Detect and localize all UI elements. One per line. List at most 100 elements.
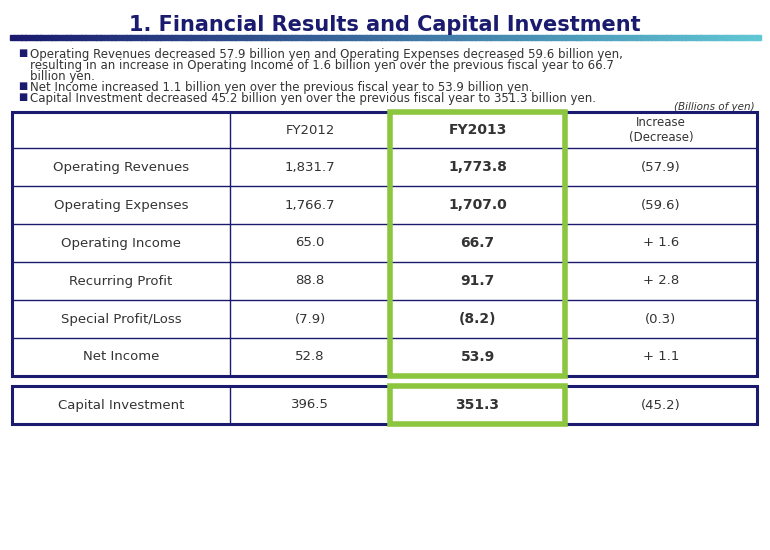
- Text: (59.6): (59.6): [641, 199, 681, 212]
- Bar: [636, 35, 641, 40]
- Bar: [397, 35, 400, 40]
- Bar: [265, 35, 270, 40]
- Text: 1,773.8: 1,773.8: [448, 160, 507, 174]
- Bar: [28, 35, 33, 40]
- Text: Operating Revenues decreased 57.9 billion yen and Operating Expenses decreased 5: Operating Revenues decreased 57.9 billio…: [30, 48, 623, 61]
- Bar: [287, 35, 292, 40]
- Text: Capital Investment: Capital Investment: [58, 399, 184, 411]
- Text: Recurring Profit: Recurring Profit: [69, 274, 172, 288]
- Bar: [490, 35, 494, 40]
- Bar: [655, 35, 659, 40]
- Bar: [115, 35, 119, 40]
- Bar: [89, 35, 93, 40]
- Bar: [434, 35, 438, 40]
- Text: 88.8: 88.8: [296, 274, 325, 288]
- Bar: [92, 35, 97, 40]
- Bar: [329, 35, 333, 40]
- Bar: [389, 35, 393, 40]
- Bar: [370, 35, 374, 40]
- Bar: [610, 35, 614, 40]
- Bar: [100, 35, 104, 40]
- Bar: [550, 35, 554, 40]
- Text: ■: ■: [18, 48, 27, 58]
- Bar: [497, 35, 502, 40]
- Bar: [531, 35, 535, 40]
- Bar: [359, 35, 363, 40]
- Bar: [213, 35, 216, 40]
- Bar: [254, 35, 258, 40]
- Bar: [561, 35, 565, 40]
- Bar: [614, 35, 618, 40]
- Bar: [460, 35, 464, 40]
- Bar: [681, 35, 685, 40]
- Bar: [55, 35, 59, 40]
- Bar: [411, 35, 416, 40]
- Bar: [648, 35, 651, 40]
- Bar: [539, 35, 543, 40]
- Text: Net Income increased 1.1 billion yen over the previous fiscal year to 53.9 billi: Net Income increased 1.1 billion yen ove…: [30, 81, 533, 94]
- Bar: [464, 35, 468, 40]
- Text: billion yen.: billion yen.: [30, 70, 95, 83]
- Text: 351.3: 351.3: [456, 398, 500, 412]
- Bar: [59, 35, 63, 40]
- Bar: [700, 35, 705, 40]
- Bar: [688, 35, 693, 40]
- Bar: [299, 35, 303, 40]
- Bar: [453, 35, 457, 40]
- Bar: [752, 35, 757, 40]
- Bar: [108, 35, 112, 40]
- Text: Operating Income: Operating Income: [61, 236, 181, 250]
- Bar: [291, 35, 296, 40]
- Text: Special Profit/Loss: Special Profit/Loss: [61, 312, 181, 326]
- Bar: [479, 35, 483, 40]
- Bar: [467, 35, 472, 40]
- Bar: [666, 35, 671, 40]
- Bar: [718, 35, 723, 40]
- Bar: [182, 35, 187, 40]
- Text: 1,707.0: 1,707.0: [448, 198, 507, 212]
- Bar: [171, 35, 176, 40]
- Bar: [310, 35, 314, 40]
- Bar: [415, 35, 419, 40]
- Bar: [441, 35, 446, 40]
- Bar: [44, 35, 48, 40]
- Bar: [321, 35, 326, 40]
- Bar: [674, 35, 678, 40]
- Bar: [524, 35, 528, 40]
- Bar: [190, 35, 194, 40]
- Bar: [351, 35, 356, 40]
- Bar: [367, 35, 370, 40]
- Bar: [111, 35, 116, 40]
- Bar: [250, 35, 254, 40]
- Bar: [306, 35, 310, 40]
- Bar: [216, 35, 220, 40]
- Text: ■: ■: [18, 92, 27, 102]
- Text: Increase
(Decrease): Increase (Decrease): [628, 116, 693, 144]
- Text: 1,831.7: 1,831.7: [285, 161, 335, 173]
- Bar: [554, 35, 558, 40]
- Bar: [343, 35, 348, 40]
- Bar: [527, 35, 532, 40]
- Bar: [475, 35, 479, 40]
- Bar: [239, 35, 243, 40]
- Bar: [12, 386, 757, 424]
- Bar: [66, 35, 71, 40]
- Bar: [580, 35, 584, 40]
- Bar: [12, 112, 757, 376]
- Bar: [501, 35, 505, 40]
- Bar: [659, 35, 663, 40]
- Bar: [595, 35, 599, 40]
- Bar: [119, 35, 123, 40]
- Bar: [449, 35, 453, 40]
- Bar: [18, 35, 22, 40]
- Bar: [130, 35, 134, 40]
- Bar: [457, 35, 460, 40]
- Bar: [48, 35, 52, 40]
- Bar: [295, 35, 300, 40]
- Bar: [152, 35, 157, 40]
- Bar: [520, 35, 524, 40]
- Bar: [186, 35, 190, 40]
- Bar: [670, 35, 675, 40]
- Bar: [156, 35, 160, 40]
- Bar: [573, 35, 577, 40]
